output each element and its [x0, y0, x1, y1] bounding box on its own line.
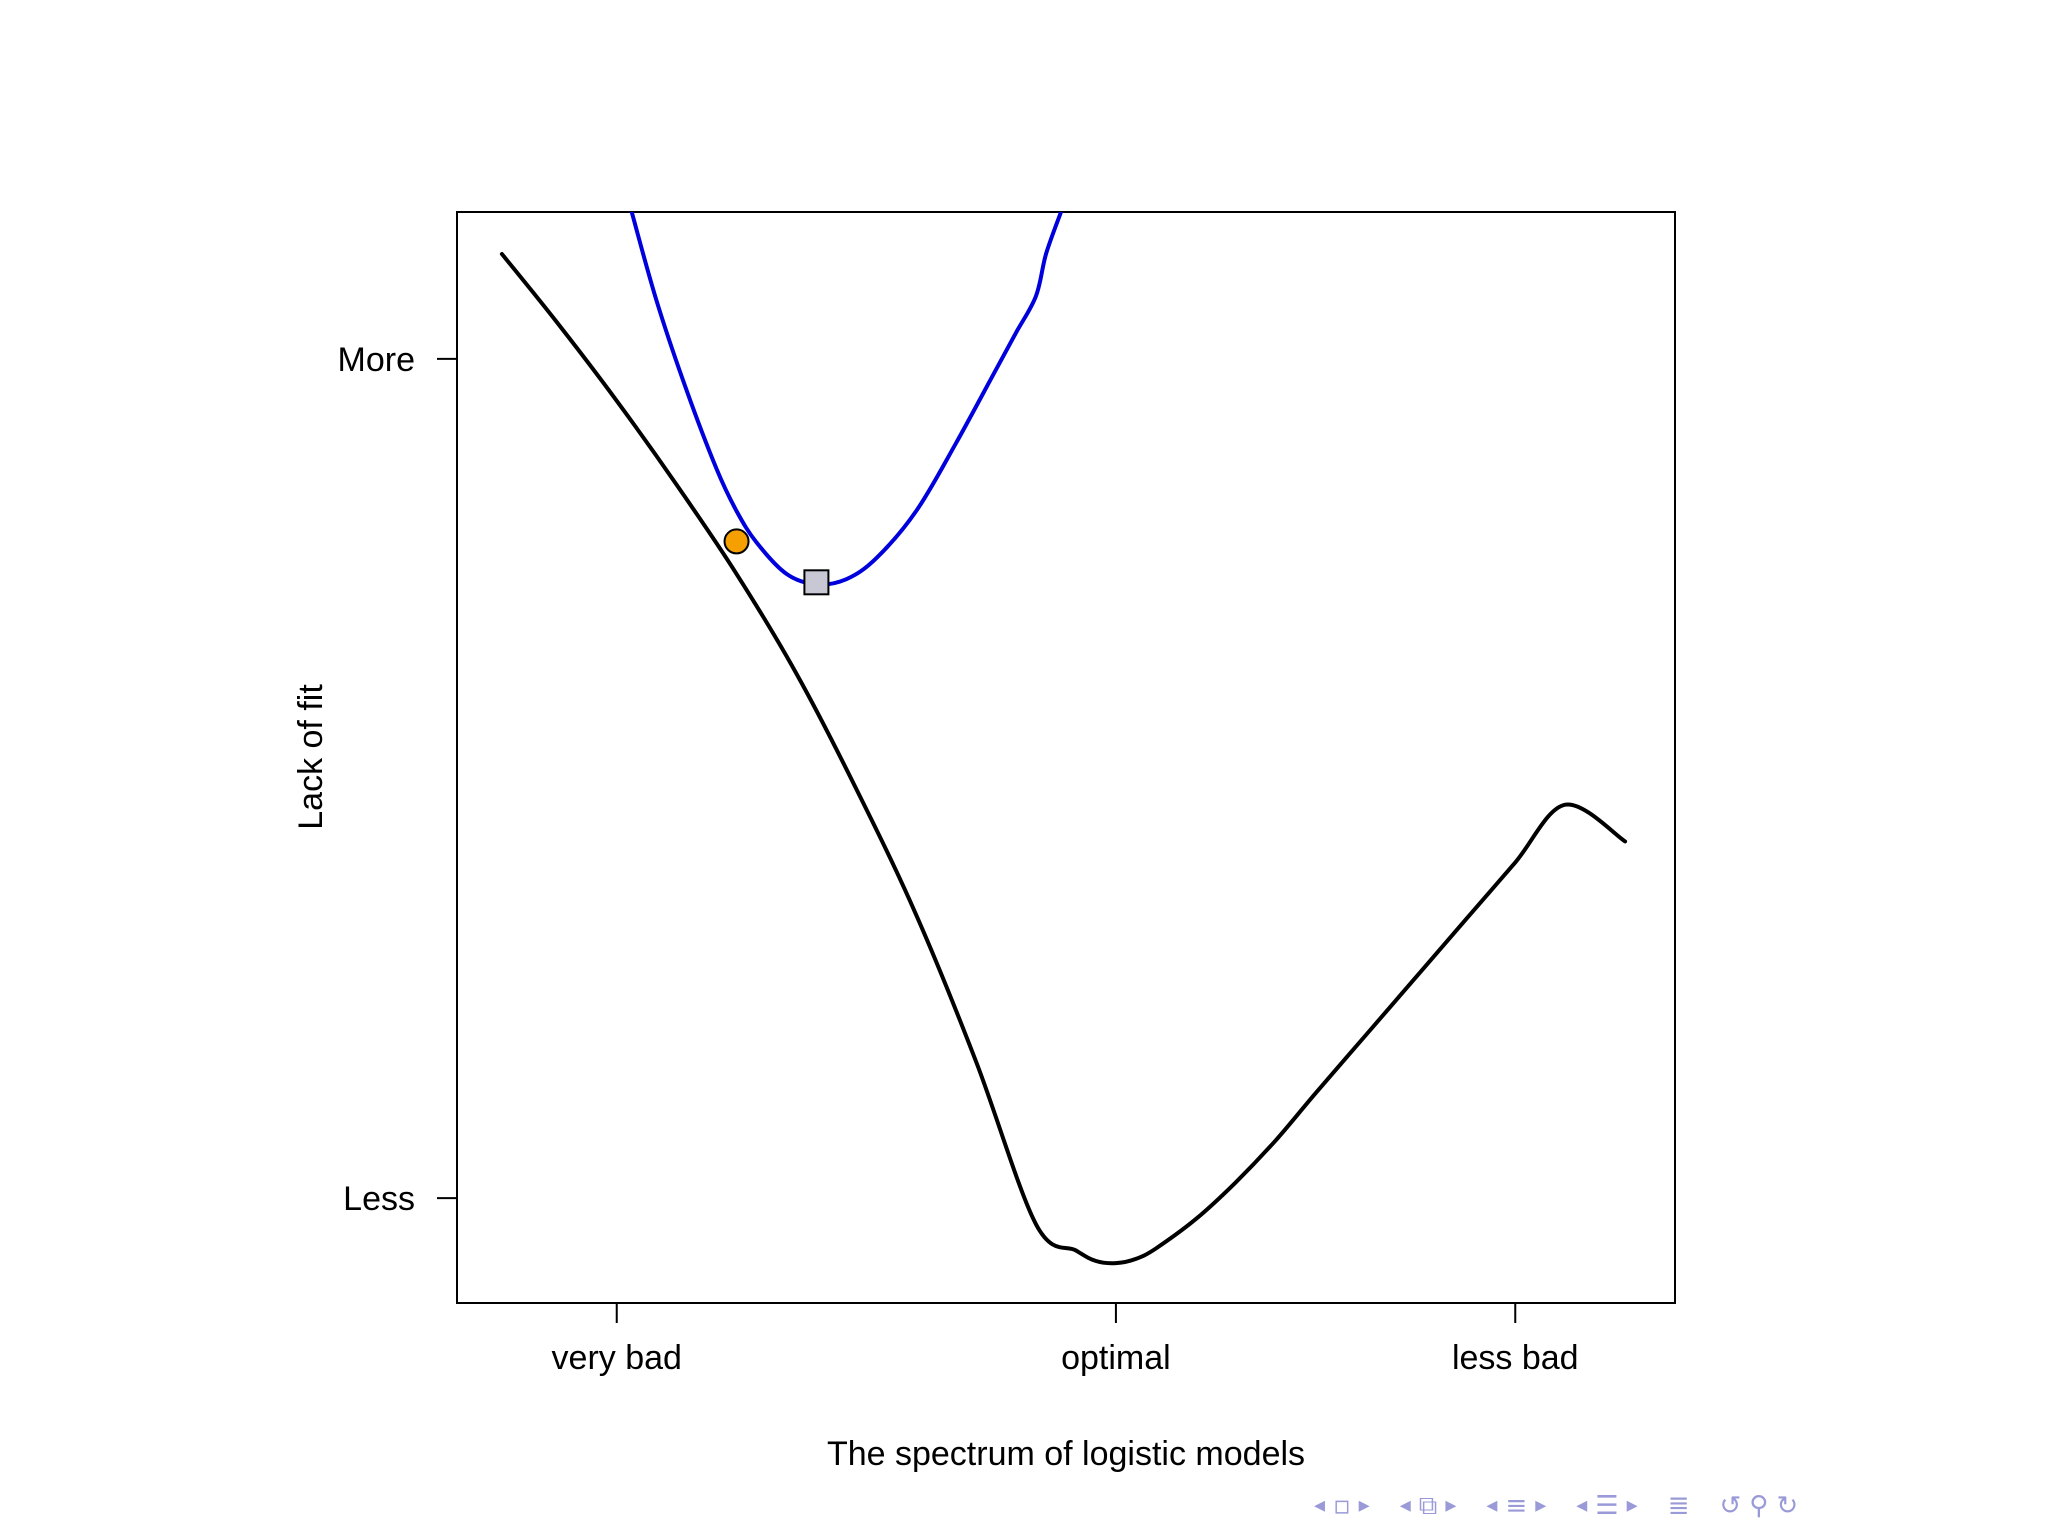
forward-icon[interactable]: ↻	[1776, 1491, 1799, 1521]
square-marker	[803, 569, 830, 596]
section-nav: ◂ ≡ ▸	[1482, 1488, 1550, 1524]
plot-frame	[456, 211, 1676, 1304]
frame-nav: ◂ ▫ ▸	[1310, 1488, 1374, 1524]
x-tick-label: very bad	[552, 1339, 682, 1377]
search-icon[interactable]: ⚲	[1749, 1491, 1769, 1521]
nav-prev-icon[interactable]: ◂	[1486, 1493, 1498, 1518]
toc-icon[interactable]: ≣	[1667, 1491, 1690, 1521]
frame-icon[interactable]: ▫	[1333, 1491, 1351, 1521]
y-axis: More Less	[338, 341, 457, 1218]
x-axis: very bad optimal less bad	[552, 1303, 1579, 1377]
marker-layer	[723, 528, 830, 596]
nav-next-icon[interactable]: ▸	[1626, 1493, 1638, 1518]
section-icon[interactable]: ≡	[1505, 1491, 1528, 1521]
circle-marker	[723, 528, 750, 555]
document-icon[interactable]: ☰	[1595, 1491, 1619, 1521]
document-nav: ◂ ☰ ▸	[1572, 1488, 1641, 1524]
x-tick-label: optimal	[1061, 1339, 1171, 1377]
subsection-nav: ◂ ⧉ ▸	[1396, 1488, 1461, 1524]
y-tick-label: More	[338, 341, 415, 379]
y-tick-label: Less	[343, 1180, 415, 1218]
nav-prev-icon[interactable]: ◂	[1399, 1493, 1411, 1518]
x-tick-label: less bad	[1452, 1339, 1579, 1377]
series-line-blue	[629, 212, 1063, 587]
series-layer	[499, 212, 1628, 1266]
toc-nav: ≣	[1664, 1488, 1694, 1524]
subsection-icon[interactable]: ⧉	[1418, 1491, 1438, 1521]
nav-prev-icon[interactable]: ◂	[1576, 1493, 1588, 1518]
y-axis-title: Lack of fit	[292, 684, 330, 830]
x-axis-title: The spectrum of logistic models	[827, 1435, 1305, 1473]
nav-prev-icon[interactable]: ◂	[1314, 1493, 1326, 1518]
nav-next-icon[interactable]: ▸	[1358, 1493, 1370, 1518]
nav-next-icon[interactable]: ▸	[1535, 1493, 1547, 1518]
series-line-black	[499, 252, 1628, 1266]
nav-next-icon[interactable]: ▸	[1445, 1493, 1457, 1518]
beamer-navigation-bar: ◂ ▫ ▸ ◂ ⧉ ▸ ◂ ≡ ▸ ◂ ☰ ▸ ≣ ↺ ⚲ ↻	[1310, 1488, 1824, 1524]
back-icon[interactable]: ↺	[1719, 1491, 1742, 1521]
history-nav: ↺ ⚲ ↻	[1715, 1488, 1802, 1524]
